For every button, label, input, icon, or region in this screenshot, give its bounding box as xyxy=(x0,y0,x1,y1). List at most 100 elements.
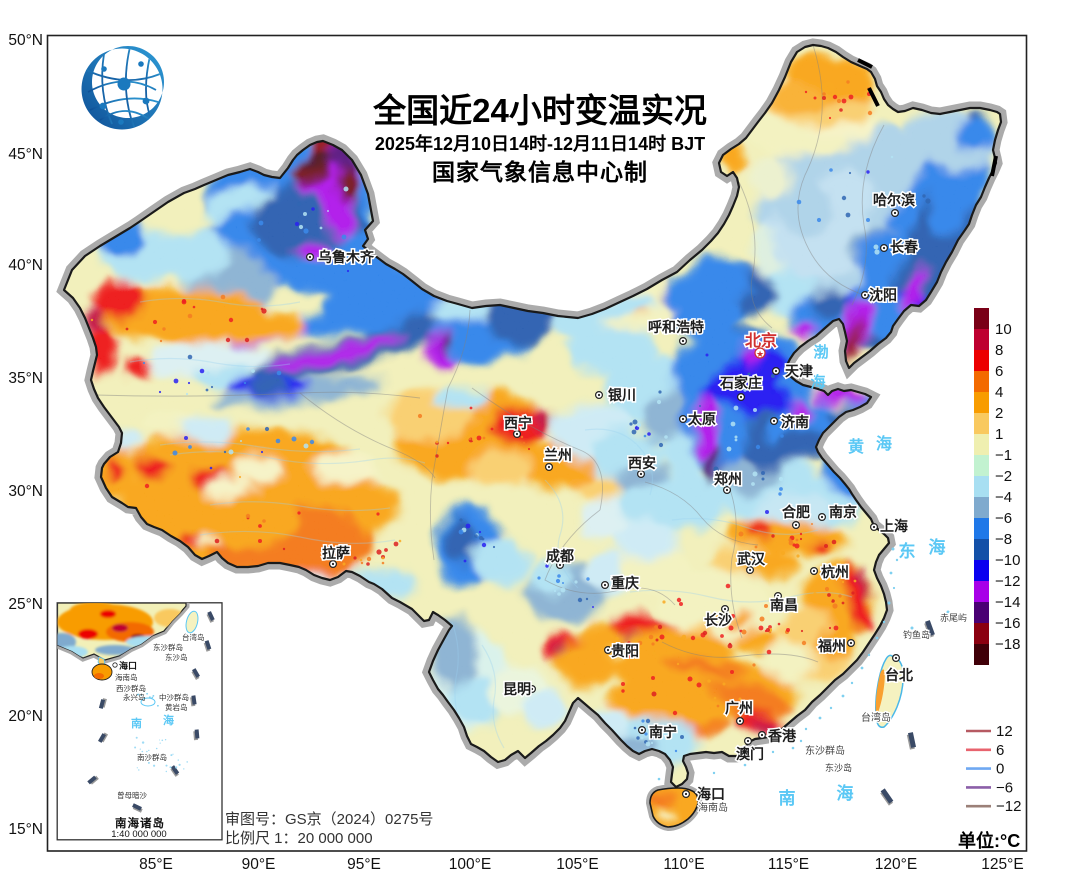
svg-text:6: 6 xyxy=(995,363,1003,380)
svg-text:东沙岛: 东沙岛 xyxy=(165,652,188,662)
svg-text:海: 海 xyxy=(837,783,854,803)
svg-text:25°N: 25°N xyxy=(8,596,43,613)
svg-text:赤尾屿: 赤尾屿 xyxy=(940,613,967,623)
svg-text:中沙群岛: 中沙群岛 xyxy=(159,692,189,702)
svg-text:8: 8 xyxy=(995,342,1003,359)
svg-text:−16: −16 xyxy=(995,615,1020,632)
svg-text:南海诸岛: 南海诸岛 xyxy=(115,816,165,830)
svg-text:黄: 黄 xyxy=(848,437,864,456)
svg-text:乌鲁木齐: 乌鲁木齐 xyxy=(318,249,375,265)
svg-text:台北: 台北 xyxy=(885,667,913,683)
svg-text:−12: −12 xyxy=(995,573,1020,590)
svg-text:35°N: 35°N xyxy=(8,370,43,387)
svg-text:10: 10 xyxy=(995,321,1012,338)
svg-text:−14: −14 xyxy=(995,594,1020,611)
svg-text:杭州: 杭州 xyxy=(821,564,849,580)
svg-text:南: 南 xyxy=(779,788,796,808)
svg-text:太原: 太原 xyxy=(688,411,716,427)
svg-text:6: 6 xyxy=(996,742,1004,759)
svg-text:海: 海 xyxy=(810,373,825,391)
svg-text:★: ★ xyxy=(756,349,764,359)
svg-text:比例尺 1：20 000 000: 比例尺 1：20 000 000 xyxy=(225,830,373,847)
svg-text:120°E: 120°E xyxy=(875,856,917,873)
svg-text:40°N: 40°N xyxy=(8,257,43,274)
svg-text:单位:°C: 单位:°C xyxy=(958,830,1020,851)
svg-text:1: 1 xyxy=(995,426,1003,443)
svg-text:南京: 南京 xyxy=(829,504,857,520)
svg-text:审图号：GS京（2024）0275号: 审图号：GS京（2024）0275号 xyxy=(225,811,433,828)
svg-text:−6: −6 xyxy=(996,779,1013,796)
svg-text:海南岛: 海南岛 xyxy=(115,672,138,682)
svg-text:东沙群岛: 东沙群岛 xyxy=(153,642,183,652)
svg-text:黄岩岛: 黄岩岛 xyxy=(165,702,188,712)
svg-text:东: 东 xyxy=(899,541,916,561)
svg-text:哈尔滨: 哈尔滨 xyxy=(873,192,915,208)
svg-text:东沙岛: 东沙岛 xyxy=(825,762,852,773)
svg-text:20°N: 20°N xyxy=(8,708,43,725)
svg-text:50°N: 50°N xyxy=(8,32,43,49)
svg-text:12: 12 xyxy=(996,723,1013,740)
svg-text:海: 海 xyxy=(163,713,174,727)
svg-text:115°E: 115°E xyxy=(768,856,809,873)
svg-text:95°E: 95°E xyxy=(347,856,381,873)
svg-text:100°E: 100°E xyxy=(449,856,491,873)
svg-text:30°N: 30°N xyxy=(8,483,43,500)
svg-text:国家气象信息中心制: 国家气象信息中心制 xyxy=(432,159,648,185)
svg-text:2025年12月10日14时-12月11日14时 BJT: 2025年12月10日14时-12月11日14时 BJT xyxy=(375,133,705,154)
svg-text:东沙群岛: 东沙群岛 xyxy=(805,744,845,757)
svg-text:全国近24小时变温实况: 全国近24小时变温实况 xyxy=(372,92,707,129)
svg-text:长春: 长春 xyxy=(890,239,919,255)
svg-text:上海: 上海 xyxy=(880,518,908,534)
svg-text:天津: 天津 xyxy=(785,363,813,379)
svg-text:成都: 成都 xyxy=(546,548,574,564)
svg-text:海: 海 xyxy=(876,434,892,453)
svg-text:香港: 香港 xyxy=(767,728,797,744)
svg-text:曾母暗沙: 曾母暗沙 xyxy=(117,790,147,800)
svg-text:合肥: 合肥 xyxy=(782,504,810,520)
svg-text:南宁: 南宁 xyxy=(649,724,677,740)
svg-text:兰州: 兰州 xyxy=(544,447,572,463)
svg-text:−1: −1 xyxy=(995,447,1012,464)
svg-text:−6: −6 xyxy=(995,510,1012,527)
svg-text:渤: 渤 xyxy=(813,343,828,361)
svg-text:−12: −12 xyxy=(996,798,1021,815)
svg-text:拉萨: 拉萨 xyxy=(322,545,350,561)
svg-text:2: 2 xyxy=(995,405,1003,422)
svg-text:−18: −18 xyxy=(995,636,1020,653)
svg-text:西安: 西安 xyxy=(628,455,656,471)
svg-text:济南: 济南 xyxy=(781,414,809,430)
svg-text:武汉: 武汉 xyxy=(737,551,766,567)
svg-text:银川: 银川 xyxy=(608,387,636,403)
svg-text:110°E: 110°E xyxy=(663,856,704,873)
svg-text:钓鱼岛: 钓鱼岛 xyxy=(903,629,930,640)
svg-text:福州: 福州 xyxy=(817,638,846,654)
svg-text:台湾岛: 台湾岛 xyxy=(182,632,205,642)
svg-text:呼和浩特: 呼和浩特 xyxy=(648,319,704,335)
svg-text:昆明: 昆明 xyxy=(503,681,531,697)
svg-text:−4: −4 xyxy=(995,489,1012,506)
svg-text:西沙群岛: 西沙群岛 xyxy=(116,683,146,693)
svg-text:海南岛: 海南岛 xyxy=(698,801,728,814)
svg-text:−2: −2 xyxy=(995,468,1012,485)
svg-text:广州: 广州 xyxy=(725,700,753,716)
svg-text:海: 海 xyxy=(929,537,946,557)
svg-text:石家庄: 石家庄 xyxy=(719,375,762,391)
svg-text:沈阳: 沈阳 xyxy=(869,287,897,303)
svg-text:长沙: 长沙 xyxy=(704,612,732,628)
svg-text:105°E: 105°E xyxy=(556,856,598,873)
svg-text:重庆: 重庆 xyxy=(611,575,639,591)
svg-text:45°N: 45°N xyxy=(8,146,43,163)
svg-text:南沙群岛: 南沙群岛 xyxy=(137,752,167,762)
svg-text:台湾岛: 台湾岛 xyxy=(861,711,891,724)
svg-text:85°E: 85°E xyxy=(139,856,173,873)
svg-text:0: 0 xyxy=(996,761,1004,778)
svg-text:−10: −10 xyxy=(995,552,1020,569)
svg-text:125°E: 125°E xyxy=(981,856,1023,873)
svg-text:南昌: 南昌 xyxy=(770,597,798,613)
svg-text:15°N: 15°N xyxy=(8,821,43,838)
svg-text:海口: 海口 xyxy=(697,786,725,802)
svg-text:北京: 北京 xyxy=(745,331,777,350)
svg-text:郑州: 郑州 xyxy=(714,471,742,487)
svg-text:海口: 海口 xyxy=(119,660,137,671)
svg-text:贵阳: 贵阳 xyxy=(611,643,639,659)
